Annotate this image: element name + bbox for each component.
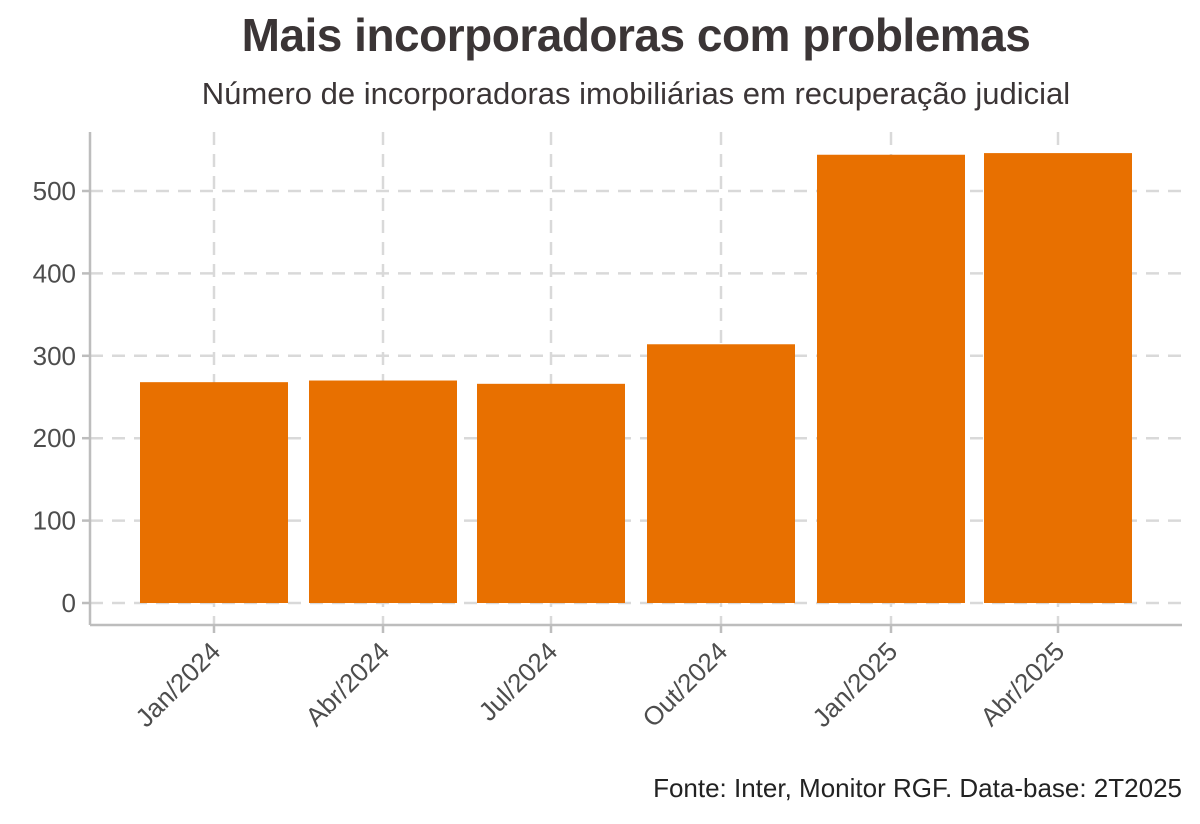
- x-tick-label: Out/2024: [636, 636, 733, 733]
- axes: [82, 132, 1182, 633]
- y-tick-label: 200: [33, 423, 76, 453]
- x-tick-label: Jan/2024: [129, 636, 226, 733]
- y-tick-label: 500: [33, 176, 76, 206]
- bars: [140, 153, 1132, 603]
- bar: [647, 344, 795, 603]
- bar: [309, 380, 457, 603]
- x-tick-label: Jan/2025: [806, 636, 903, 733]
- chart-title: Mais incorporadoras com problemas: [241, 9, 1031, 61]
- chart-caption: Fonte: Inter, Monitor RGF. Data-base: 2T…: [653, 773, 1182, 803]
- x-tick-label: Jul/2024: [473, 636, 564, 727]
- bar: [817, 154, 965, 603]
- y-tick-label: 100: [33, 506, 76, 536]
- x-tick-label: Abr/2025: [974, 636, 1070, 732]
- chart-subtitle: Número de incorporadoras imobiliárias em…: [201, 76, 1071, 111]
- bar: [140, 382, 288, 603]
- y-tick-label: 400: [33, 258, 76, 288]
- y-tick-label: 300: [33, 341, 76, 371]
- x-tick-label: Abr/2024: [299, 636, 395, 732]
- bar: [984, 153, 1132, 603]
- y-tick-label: 0: [62, 588, 76, 618]
- bar: [477, 383, 625, 603]
